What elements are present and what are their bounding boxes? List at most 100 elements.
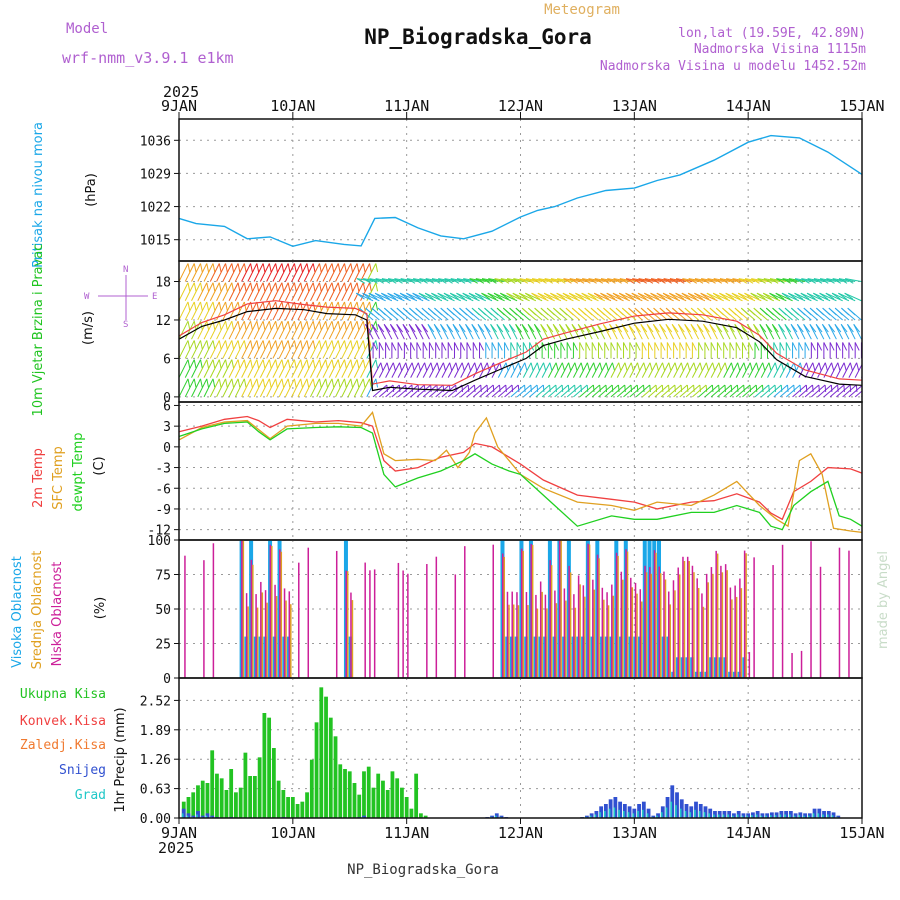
wind-barb-feather — [293, 263, 297, 273]
wind-barb — [284, 359, 295, 378]
wind-barb-feather — [356, 359, 360, 369]
wind-barb-feather — [487, 292, 497, 300]
wind-barb — [679, 362, 689, 378]
wind-barb — [310, 340, 320, 359]
wind-barb-feather — [424, 362, 428, 371]
wind-barb — [817, 362, 826, 378]
wind-barb — [191, 340, 201, 359]
wind-barb — [788, 292, 806, 302]
wind-barb — [184, 340, 195, 359]
cloud-mid-bar — [593, 589, 596, 678]
wind-barb-feather — [446, 323, 454, 333]
snow-bar — [803, 813, 807, 818]
cloud-low-bar — [686, 556, 689, 678]
precip-total-bar — [362, 771, 366, 818]
cloud-mid-bar — [508, 604, 510, 678]
wind-barb-feather — [571, 323, 579, 333]
panel-labels: Pritisak na nivou mora (hPa) 10m Vjetar … — [10, 122, 157, 813]
wind-barb-feather — [793, 384, 795, 393]
wind-barb — [712, 292, 731, 302]
wind-barb — [366, 340, 377, 359]
wind-barb — [347, 282, 358, 301]
wind-barb — [403, 362, 413, 378]
hail-bar — [675, 805, 677, 818]
wind-barb — [468, 292, 486, 302]
wind-barb — [694, 292, 712, 302]
hail-bar — [722, 814, 725, 818]
wind-barb — [493, 292, 512, 302]
wind-barb-feather — [584, 307, 593, 316]
precip-axis-label: 1hr Precip (mm) — [113, 707, 128, 812]
wind-barb-feather — [350, 378, 354, 388]
wind-barb — [272, 282, 283, 301]
wind-barb — [303, 359, 314, 378]
wind-barb-feather — [560, 342, 566, 351]
wind-barb — [735, 384, 751, 398]
wind-barb-feather — [549, 362, 553, 371]
wind-barb-feather — [621, 307, 631, 316]
wind-barb-feather — [193, 378, 197, 388]
wind-barb — [228, 282, 239, 301]
wind-barb-feather — [356, 301, 360, 311]
snow-bar — [798, 812, 803, 818]
wind-barb — [303, 340, 314, 359]
wind-barb-feather — [875, 385, 876, 392]
wind-barb — [610, 362, 620, 378]
wind-barb-feather — [577, 323, 585, 333]
wind-barb-feather — [187, 359, 191, 369]
wind-barb — [191, 359, 201, 378]
wind-barb — [184, 359, 195, 378]
wind-barb-feather — [579, 342, 585, 351]
wind-barb-feather — [368, 292, 378, 300]
wind-barb-feather — [775, 292, 785, 300]
wind-barb — [798, 384, 813, 398]
wind-barb — [435, 362, 444, 378]
wind-barb-feather — [293, 321, 297, 330]
wind-barb-feather — [749, 384, 752, 393]
wind-barb-feather — [737, 362, 741, 371]
wind-barb — [335, 359, 345, 378]
hail-bar — [779, 814, 782, 818]
wind-barb-feather — [450, 278, 460, 284]
wind-barb — [191, 301, 201, 321]
wind-barb-feather — [380, 362, 384, 371]
wind-barb-feather — [596, 307, 606, 316]
wind-barb — [735, 362, 745, 378]
wind-barb — [717, 384, 732, 398]
wind-barb-feather — [740, 307, 750, 316]
wind-barb-feather — [231, 321, 235, 330]
wind-barb-feather — [536, 384, 539, 393]
wind-barb-feather — [522, 342, 528, 351]
wind-barb-feather — [624, 362, 628, 371]
footer-station: NP_Biogradska_Gora — [347, 862, 499, 878]
snow-bar — [684, 804, 689, 818]
cloud-low-bar — [426, 564, 428, 678]
wind-barb-feather — [386, 362, 390, 371]
cloud-low-bar — [677, 567, 679, 678]
cloud-mid-bar — [242, 540, 245, 678]
hail-bar — [788, 814, 791, 818]
wind-barb-feather — [262, 378, 266, 388]
wind-barb-feather — [607, 278, 616, 284]
wind-barb-feather — [430, 362, 434, 371]
wind-barb-feather — [212, 301, 216, 311]
wind-barb-feather — [693, 384, 695, 393]
cloud-low-bar — [511, 591, 513, 678]
wind-barb — [366, 378, 377, 398]
wind-barb — [475, 292, 493, 302]
wind-barb — [406, 292, 424, 302]
wind-barb-feather — [756, 292, 766, 300]
wind-barb-feather — [580, 362, 584, 371]
cloud-low-bar — [397, 562, 400, 678]
wind-barb — [543, 292, 562, 302]
wind-barb-feather — [806, 292, 816, 300]
wind-barb — [566, 384, 582, 398]
hail-bar — [181, 813, 184, 818]
wind-barb-feather — [563, 278, 572, 284]
wind-barb — [216, 263, 227, 282]
wind-barb — [266, 340, 277, 359]
wind-barb-feather — [502, 307, 512, 316]
wind-barb-feather — [437, 292, 447, 300]
wind-barb-feather — [293, 282, 297, 292]
wind-barb-feather — [243, 321, 247, 330]
